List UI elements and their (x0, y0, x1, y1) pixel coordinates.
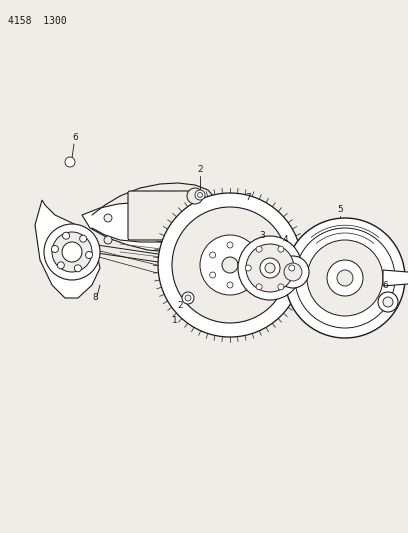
Circle shape (195, 190, 205, 200)
Circle shape (277, 256, 309, 288)
Polygon shape (383, 270, 408, 286)
Circle shape (185, 295, 191, 301)
Text: 3: 3 (259, 231, 265, 240)
Circle shape (187, 188, 203, 204)
Circle shape (256, 246, 262, 252)
Circle shape (245, 265, 251, 271)
FancyBboxPatch shape (128, 191, 197, 240)
Text: 7: 7 (245, 193, 251, 202)
Circle shape (44, 224, 100, 280)
Circle shape (307, 240, 383, 316)
Circle shape (104, 214, 112, 222)
Circle shape (182, 292, 194, 304)
Circle shape (227, 242, 233, 248)
Circle shape (244, 252, 251, 258)
Circle shape (265, 263, 275, 273)
Circle shape (260, 258, 280, 278)
Circle shape (104, 236, 112, 244)
Text: 6: 6 (382, 281, 388, 290)
Circle shape (238, 236, 302, 300)
Circle shape (284, 263, 302, 281)
Text: 1: 1 (172, 316, 178, 325)
Circle shape (278, 284, 284, 290)
Circle shape (51, 246, 58, 253)
Circle shape (337, 270, 353, 286)
Circle shape (210, 272, 216, 278)
Text: 4: 4 (282, 235, 288, 244)
Text: 4158  1300: 4158 1300 (8, 16, 67, 26)
Circle shape (222, 257, 238, 273)
Circle shape (285, 218, 405, 338)
Circle shape (256, 284, 262, 290)
Text: 5: 5 (337, 205, 343, 214)
Circle shape (210, 252, 216, 258)
Polygon shape (35, 200, 100, 298)
Circle shape (383, 297, 393, 307)
Circle shape (327, 260, 363, 296)
Circle shape (62, 242, 82, 262)
Circle shape (80, 235, 86, 242)
Circle shape (227, 282, 233, 288)
Circle shape (295, 228, 395, 328)
Polygon shape (82, 202, 210, 252)
Circle shape (197, 192, 202, 198)
Text: 2: 2 (177, 301, 183, 310)
Circle shape (52, 232, 92, 272)
Circle shape (200, 235, 260, 295)
Circle shape (58, 262, 64, 269)
Circle shape (244, 272, 251, 278)
Circle shape (289, 265, 295, 271)
Circle shape (65, 157, 75, 167)
Circle shape (246, 244, 294, 292)
Circle shape (74, 265, 82, 272)
Text: 2: 2 (197, 165, 203, 174)
Circle shape (86, 252, 93, 259)
Circle shape (62, 232, 69, 239)
Text: 6: 6 (72, 133, 78, 142)
Circle shape (172, 207, 288, 323)
Circle shape (378, 292, 398, 312)
Text: 8: 8 (92, 293, 98, 302)
Circle shape (278, 246, 284, 252)
Circle shape (158, 193, 302, 337)
